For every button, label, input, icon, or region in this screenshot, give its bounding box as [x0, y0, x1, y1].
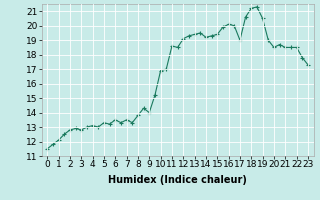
- X-axis label: Humidex (Indice chaleur): Humidex (Indice chaleur): [108, 175, 247, 185]
